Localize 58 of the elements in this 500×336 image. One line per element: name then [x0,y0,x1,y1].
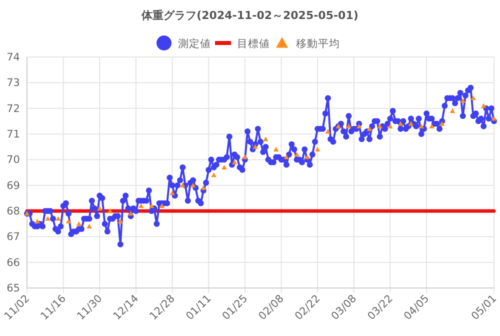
point [76,221,82,226]
point [491,116,497,121]
point [408,121,414,126]
y-tick-label: 69 [6,180,20,192]
legend-label: 移動平均 [296,38,340,50]
point [440,121,445,126]
point [56,216,61,221]
chart-title: 体重グラフ(2024-11-02～2025-05-01) [140,9,358,22]
point [388,124,393,128]
point [107,208,113,214]
point [180,182,186,188]
y-tick-label: 68 [6,206,20,218]
point [325,128,331,134]
point [429,124,434,128]
point [34,218,40,224]
point [118,218,123,224]
y-tick-label: 66 [6,256,20,269]
y-tick-label: 65 [6,282,20,294]
legend-label: 測定値 [178,37,211,50]
legend-label: 目標値 [237,38,270,50]
y-tick-label: 74 [6,52,20,64]
point [138,203,144,208]
point [66,218,72,224]
point [450,108,456,113]
point [190,182,196,188]
y-tick-label: 72 [6,102,20,115]
point [45,216,50,221]
point [200,185,206,190]
point [252,144,258,149]
point [97,206,102,211]
point [481,103,486,108]
point [470,95,476,100]
point [418,124,424,128]
point [366,126,372,131]
point [346,124,352,128]
point [159,203,165,208]
point [222,164,227,170]
point [377,124,382,128]
point [398,121,404,126]
point [242,154,248,160]
point [128,210,134,216]
point [148,203,154,208]
point [273,146,279,152]
point [86,224,92,228]
point [284,154,290,160]
point [314,146,320,152]
point [263,136,268,142]
y-tick-label: 67 [6,231,20,244]
point [304,154,310,160]
point [294,152,300,157]
point [232,160,238,164]
y-tick-label: 71 [6,128,20,140]
y-tick-label: 73 [6,77,20,90]
y-tick-label: 70 [6,154,20,166]
point [170,190,175,196]
point [356,124,362,128]
point [211,172,216,178]
point [460,98,466,103]
